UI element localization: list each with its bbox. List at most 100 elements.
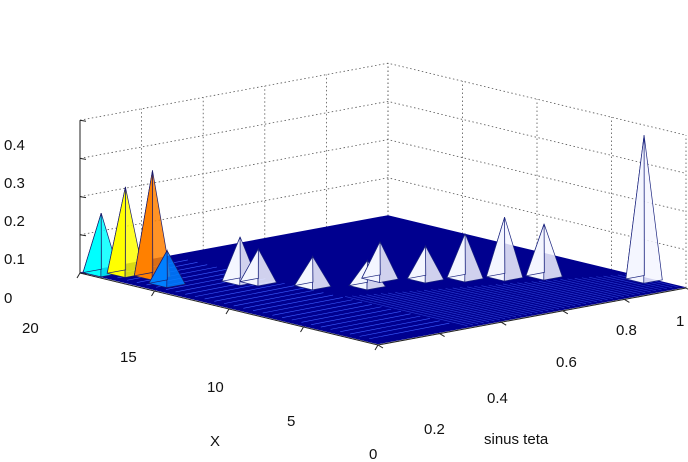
z-tick-label-3: 0.3: [4, 175, 25, 192]
peak-5-face: [239, 247, 259, 283]
mesh-line: [560, 279, 630, 297]
grid-line-z: [79, 177, 687, 251]
peak-0-face: [82, 212, 102, 274]
mesh-line: [359, 320, 440, 337]
mesh-line: [510, 283, 592, 304]
mesh-line: [311, 308, 392, 325]
x-tick-label-20: 20: [22, 320, 39, 337]
y-axis-label: sinus teta: [484, 431, 549, 448]
mesh-line: [214, 285, 295, 302]
peak-9-face: [406, 244, 427, 280]
y-tick: [624, 298, 630, 303]
mesh-line: [388, 292, 500, 320]
mesh-line: [567, 278, 635, 296]
peak-6-face: [293, 255, 314, 287]
z-tick: [79, 272, 87, 275]
x-tick-labels: 20 15 10 5 0: [22, 320, 377, 462]
peak-11-face: [485, 217, 506, 278]
mesh-line: [369, 322, 450, 340]
peak-12-face: [525, 223, 545, 277]
mesh-line: [366, 294, 484, 323]
z-tick: [79, 157, 87, 160]
z-tick-label-4: 0.4: [4, 137, 25, 154]
y-tick: [439, 333, 445, 338]
y-tick: [562, 310, 569, 315]
z-tick-label-1: 0.1: [4, 251, 25, 268]
mesh-line: [416, 290, 522, 316]
mesh-line: [459, 287, 554, 310]
x-tick-label-10: 10: [207, 379, 224, 396]
mesh-line: [596, 276, 657, 292]
mesh-line: [262, 297, 343, 314]
mesh-line: [223, 287, 305, 304]
peak-4-face: [221, 236, 241, 282]
mesh-line: [438, 288, 538, 313]
peak-1-face: [106, 186, 127, 274]
grid-line-z: [79, 62, 687, 136]
mesh-line: [481, 285, 570, 307]
x-tick-label-0: 0: [369, 446, 377, 462]
mesh-line: [352, 295, 473, 325]
mesh-line: [581, 277, 646, 294]
y-axis-line: [377, 287, 687, 346]
mesh-line: [252, 294, 334, 311]
y-tick-label-0.4: 0.4: [487, 390, 508, 407]
x-tick: [151, 290, 155, 297]
mesh-line: [553, 279, 624, 298]
peak-8-face: [361, 241, 381, 279]
mesh-line: [445, 288, 543, 312]
peak-13-side: [643, 135, 663, 284]
mesh-line: [531, 281, 608, 301]
mesh-line: [349, 318, 431, 335]
mesh-line: [359, 294, 479, 324]
peak-12-side: [543, 223, 563, 281]
mesh-line: [452, 287, 549, 311]
mesh-line: [395, 292, 506, 319]
surface-peaks: [82, 135, 663, 291]
peak-13-face: [625, 135, 645, 280]
grid-line-z: [79, 100, 687, 174]
mesh-line: [495, 284, 581, 305]
mesh-line: [330, 313, 411, 330]
y-tick-label-0.8: 0.8: [616, 322, 637, 339]
mesh-line: [233, 290, 314, 307]
mesh-line: [589, 276, 651, 293]
mesh-line: [243, 292, 324, 309]
x-tick-label-15: 15: [120, 349, 137, 366]
grid-line-z: [79, 139, 687, 212]
mesh-line: [517, 282, 597, 303]
mesh-line: [320, 311, 401, 328]
y-tick-labels: 0.2 0.4 0.6 0.8 1: [424, 313, 684, 438]
mesh-line: [409, 291, 516, 317]
z-tick-labels: 0 0.1 0.2 0.3 0.4: [4, 137, 25, 307]
mesh-line: [402, 291, 511, 318]
z-tick: [79, 196, 87, 199]
mesh-line: [204, 283, 285, 300]
mesh-line: [502, 283, 587, 304]
mesh-line: [603, 275, 662, 291]
mesh-line: [282, 301, 363, 318]
mesh-line: [423, 289, 527, 315]
x-tick: [225, 308, 230, 315]
mesh-line: [340, 315, 421, 333]
mesh-line: [301, 306, 382, 323]
mesh-line: [474, 285, 565, 308]
mesh-line: [466, 286, 560, 309]
peak-3-face: [148, 249, 168, 284]
z-tick: [79, 119, 87, 122]
peak-2-face: [133, 170, 154, 277]
mesh-line: [488, 284, 576, 306]
z-tick-label-0: 0: [4, 290, 12, 307]
y-tick: [500, 321, 507, 326]
x-axis-label: X: [210, 433, 220, 450]
y-tick-label-1: 1: [676, 313, 684, 330]
y-tick: [377, 344, 384, 349]
mesh-line: [524, 281, 603, 302]
peak-10-face: [446, 233, 466, 279]
x-tick: [374, 344, 379, 351]
x-tick: [76, 272, 81, 279]
mesh-line: [574, 278, 640, 295]
mesh-line: [431, 289, 533, 314]
mesh-line: [545, 280, 619, 299]
